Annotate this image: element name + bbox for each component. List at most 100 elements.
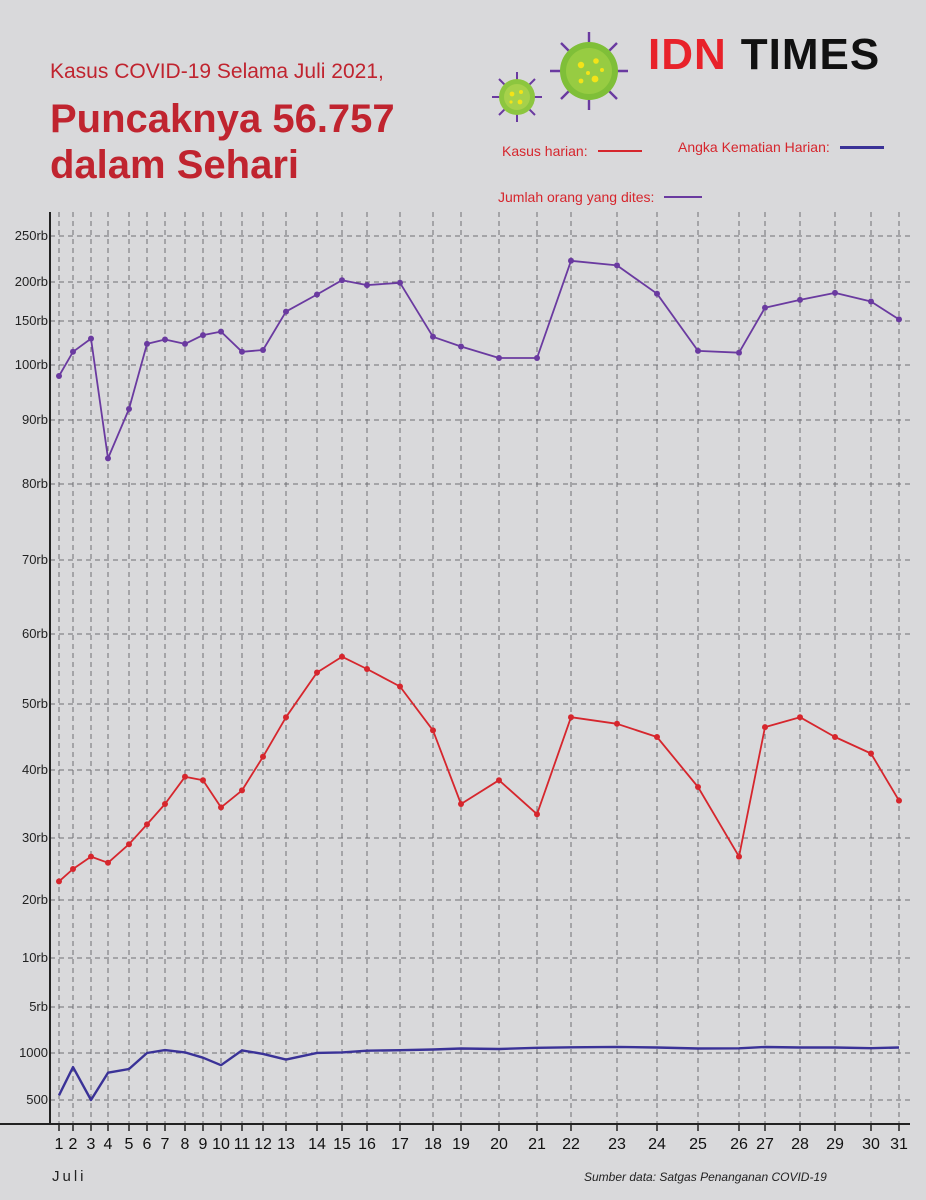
data-point: [736, 349, 742, 356]
y-tick-label: 90rb: [22, 412, 48, 427]
legend-swatch: [839, 145, 884, 149]
x-tick-label: 10: [212, 1136, 230, 1153]
data-point: [218, 328, 224, 335]
data-point: [797, 296, 803, 303]
y-tick-label: 10rb: [22, 950, 48, 965]
data-point: [534, 811, 540, 818]
virus-icon-large: [548, 30, 630, 117]
x-tick-label: 1: [55, 1136, 64, 1153]
chart-axes: 500 1000 5rb 10rb 20rb 30rb 40rb 50rb 60rb 70rb 80…: [0, 212, 910, 1153]
y-tick-label: 5rb: [29, 999, 48, 1014]
x-axis-month-label: Juli: [52, 1168, 87, 1185]
data-point: [260, 347, 266, 353]
data-point: [88, 335, 94, 342]
x-tick-label: 5: [125, 1136, 134, 1153]
data-point: [695, 784, 701, 790]
data-point: [56, 373, 62, 379]
data-point: [762, 304, 768, 311]
x-tick-label: 31: [890, 1136, 908, 1153]
y-tick-label: 250rb: [15, 228, 48, 243]
x-tick-label: 8: [181, 1136, 190, 1153]
data-point: [458, 801, 464, 807]
data-point: [534, 355, 540, 361]
y-tick-label: 20rb: [22, 892, 48, 907]
data-point: [200, 332, 206, 339]
data-point: [239, 787, 245, 794]
x-tick-label: 26: [730, 1136, 748, 1153]
data-point: [364, 282, 370, 289]
data-point: [397, 683, 403, 690]
virus-icon-small: [490, 70, 544, 129]
brand-logo: IDN TIMES: [648, 30, 880, 80]
chart-series: [56, 257, 902, 1102]
y-tick-label: 100rb: [15, 357, 48, 372]
x-tick-label: 27: [756, 1136, 774, 1153]
data-point: [762, 724, 768, 731]
data-point: [736, 853, 742, 860]
x-tick-label: 18: [424, 1136, 442, 1153]
data-point: [364, 666, 370, 672]
legend-kasus-harian: Kasus harian:: [502, 143, 642, 159]
data-point: [654, 734, 660, 740]
y-tick-label: 70rb: [22, 552, 48, 567]
data-point: [695, 347, 701, 354]
x-tick-label: 23: [608, 1136, 626, 1153]
x-tick-label: 2: [69, 1136, 78, 1153]
x-tick-label: 3: [87, 1136, 96, 1153]
y-tick-label: 80rb: [22, 476, 48, 491]
data-point: [397, 279, 403, 286]
legend-swatch: [597, 150, 642, 152]
data-point: [283, 714, 289, 721]
x-tick-label: 21: [528, 1136, 546, 1153]
data-point: [182, 340, 188, 347]
data-point: [496, 777, 502, 784]
x-tick-label: 6: [143, 1136, 152, 1153]
data-point: [105, 455, 111, 462]
data-point: [496, 355, 502, 361]
data-point: [654, 290, 660, 297]
y-tick-label: 30rb: [22, 830, 48, 845]
data-point: [614, 720, 620, 727]
data-point: [314, 291, 320, 298]
x-tick-label: 20: [490, 1136, 508, 1153]
x-tick-label: 12: [254, 1136, 272, 1153]
chart-title: Puncaknya 56.757 dalam Sehari: [50, 97, 395, 187]
x-tick-label: 9: [199, 1136, 208, 1153]
x-tick-label: 28: [791, 1136, 809, 1153]
data-point: [70, 866, 76, 872]
data-point: [200, 777, 206, 784]
source-note: Sumber data: Satgas Penanganan COVID-19: [584, 1170, 827, 1184]
x-tick-label: 14: [308, 1136, 326, 1153]
y-tick-label: 150rb: [15, 313, 48, 328]
legend-label: Angka Kematian Harian:: [678, 139, 830, 155]
y-tick-label: 40rb: [22, 762, 48, 777]
data-point: [797, 714, 803, 721]
series-line-angka-kematian: [57, 1045, 900, 1102]
data-point: [88, 853, 94, 860]
x-tick-label: 7: [161, 1136, 170, 1153]
data-point: [105, 859, 111, 866]
data-point: [568, 714, 574, 721]
x-tick-label: 30: [862, 1136, 880, 1153]
data-point: [126, 841, 132, 848]
data-point: [56, 878, 62, 885]
data-point: [283, 308, 289, 315]
x-tick-label: 15: [333, 1136, 351, 1153]
legend-label: Kasus harian:: [502, 143, 588, 159]
data-point: [70, 348, 76, 355]
data-point: [568, 257, 574, 264]
data-point: [458, 343, 464, 350]
x-tick-label: 22: [562, 1136, 580, 1153]
brand-logo-times: TIMES: [740, 30, 881, 79]
y-tick-label: 500: [26, 1092, 48, 1107]
data-point: [339, 277, 345, 284]
legend-label: Jumlah orang yang dites:: [498, 189, 655, 205]
data-point: [339, 653, 345, 660]
data-point: [218, 804, 224, 811]
data-point: [896, 797, 902, 804]
data-point: [182, 773, 188, 780]
y-tick-label: 1000: [19, 1045, 48, 1060]
x-tick-label: 4: [104, 1136, 113, 1153]
x-tick-label: 29: [826, 1136, 844, 1153]
x-tick-label: 13: [277, 1136, 295, 1153]
